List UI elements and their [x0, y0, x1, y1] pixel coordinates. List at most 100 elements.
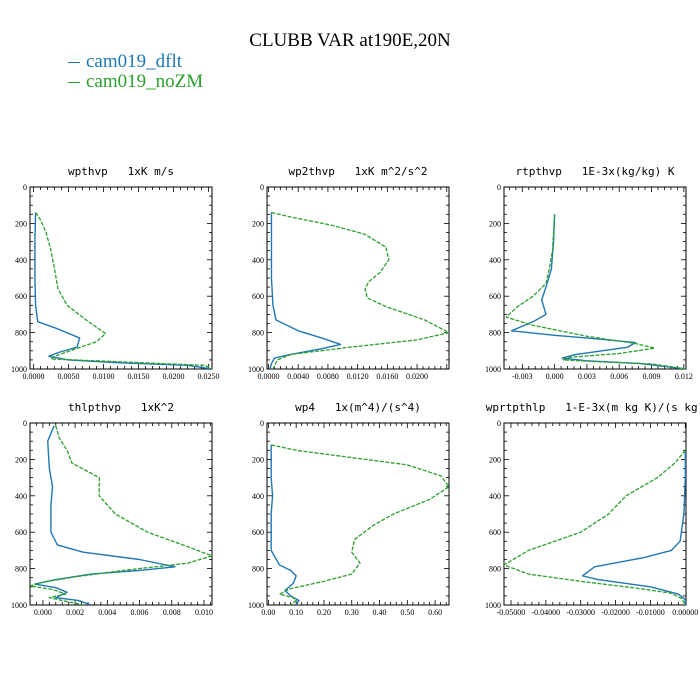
panel-frame — [503, 186, 687, 370]
x-tick-label: 0.0250 — [198, 372, 220, 381]
figure-title: CLUBB VAR at190E,20N — [249, 30, 451, 51]
x-tick-label: 0.004 — [98, 608, 116, 617]
x-tick-label: 0.0120 — [347, 372, 369, 381]
legend-label-nozm: cam019_noZM — [86, 71, 204, 92]
y-tick-label: 600 — [15, 528, 27, 537]
x-tick-label: 0.006 — [131, 608, 149, 617]
y-tick-label: 400 — [489, 256, 501, 265]
y-tick-label: 200 — [489, 455, 501, 464]
x-tick-label: 0.012 — [675, 372, 693, 381]
legend-entry-nozm: cam019_noZM — [68, 72, 203, 92]
panel-frame — [503, 422, 687, 606]
x-tick-label: 0.010 — [195, 608, 213, 617]
x-tick-label: 0.009 — [643, 372, 661, 381]
x-tick-label: 0.0100 — [93, 372, 115, 381]
y-tick-label: 400 — [15, 492, 27, 501]
x-tick-label: 0.20 — [317, 608, 331, 617]
series-line-nozm — [504, 449, 686, 605]
panel-6: wprtpthlp 1-E-3x(m kg K)/(s kg) 0 200 400 60… — [485, 401, 700, 617]
panel-frame — [266, 186, 450, 370]
y-tick-label: 600 — [252, 528, 264, 537]
y-tick-label: 0 — [23, 419, 27, 428]
series-line-nozm — [271, 211, 449, 369]
y-tick-label: 0 — [260, 419, 264, 428]
x-tick-label: -0.05000 — [497, 608, 526, 617]
legend-label-dflt: cam019_dflt — [86, 51, 183, 72]
x-tick-label: 0.40 — [373, 608, 387, 617]
x-tick-label: 0.002 — [66, 608, 84, 617]
x-tick-label: -0.03000 — [566, 608, 595, 617]
x-tick-label: -0.02000 — [601, 608, 630, 617]
legend-line-nozm-icon — [68, 82, 80, 84]
y-tick-label: 600 — [489, 528, 501, 537]
panel-title: wprtpthlp 1-E-3x(m kg K)/(s kg) — [486, 401, 700, 414]
y-tick-label: 800 — [489, 565, 501, 574]
x-tick-label: 0.008 — [163, 608, 181, 617]
x-tick-label: 0.000 — [34, 608, 52, 617]
series-line-dflt — [34, 425, 176, 605]
series-line-dflt — [270, 444, 300, 605]
y-tick-label: 800 — [489, 329, 501, 338]
legend-line-dflt-icon — [68, 62, 80, 64]
y-tick-label: 600 — [15, 292, 27, 301]
y-tick-label: 1000 — [11, 601, 27, 610]
x-tick-label: 0.0040 — [287, 372, 309, 381]
x-tick-label: 0.0000 — [23, 372, 45, 381]
series-line-nozm — [505, 214, 686, 369]
panel-2: wp2thvp 1xK m^2/s^2020040060080010000.00… — [248, 165, 450, 381]
x-tick-label: 0.00000 — [672, 608, 698, 617]
y-tick-label: 200 — [489, 219, 501, 228]
y-tick-label: 0 — [497, 183, 501, 192]
panel-frame — [29, 186, 213, 370]
x-tick-label: 0.30 — [345, 608, 359, 617]
x-tick-label: 0.0200 — [406, 372, 428, 381]
y-tick-label: 400 — [15, 256, 27, 265]
panel-title: rtpthvp 1E-3x(kg/kg) K — [516, 165, 675, 178]
y-tick-label: 200 — [15, 219, 27, 228]
x-tick-label: 0.10 — [289, 608, 303, 617]
y-tick-label: 1000 — [485, 365, 501, 374]
y-tick-label: 600 — [252, 292, 264, 301]
series-line-dflt — [269, 212, 342, 369]
y-tick-label: 200 — [252, 219, 264, 228]
x-tick-label: 0.00 — [261, 608, 275, 617]
panel-4: thlpthvp 1xK^2 0 200 400 600 800 1000 0.000 0.00… — [11, 401, 213, 617]
series-line-nozm — [271, 444, 449, 605]
y-tick-label: 1000 — [485, 601, 501, 610]
y-tick-label: 400 — [489, 492, 501, 501]
series-line-dflt — [581, 450, 686, 605]
x-tick-label: -0.01000 — [636, 608, 665, 617]
y-tick-label: 1000 — [248, 601, 264, 610]
x-tick-label: 0.0000 — [257, 372, 279, 381]
y-tick-label: 400 — [252, 492, 264, 501]
y-tick-label: 800 — [252, 329, 264, 338]
x-tick-label: -0.003 — [512, 372, 533, 381]
x-tick-label: 0.003 — [578, 372, 596, 381]
panel-title: wp4 1x(m^4)/(s^4) — [295, 401, 421, 414]
panel-3: rtpthvp 1E-3x(kg/kg) K 0 200 400 600 800 1000 -… — [485, 165, 693, 381]
legend-entry-dflt: cam019_dflt — [68, 52, 182, 72]
y-tick-label: 800 — [252, 565, 264, 574]
y-tick-label: 1000 — [11, 365, 27, 374]
y-tick-label: 800 — [15, 329, 27, 338]
y-tick-label: 1000 — [248, 365, 264, 374]
y-tick-label: 200 — [15, 455, 27, 464]
panel-title: thlpthvp 1xK^2 — [68, 401, 174, 414]
x-tick-label: 0.0150 — [128, 372, 150, 381]
y-tick-label: 800 — [15, 565, 27, 574]
x-tick-label: 0.000 — [546, 372, 564, 381]
y-tick-label: 0 — [23, 183, 27, 192]
y-tick-label: 200 — [252, 455, 264, 464]
panel-title: wpthvp 1xK m/s — [68, 165, 174, 178]
series-line-dflt — [34, 212, 212, 369]
x-tick-label: 0.006 — [610, 372, 628, 381]
x-tick-label: 0.0200 — [163, 372, 185, 381]
y-tick-label: 400 — [252, 256, 264, 265]
panel-frame — [29, 422, 213, 606]
series-line-nozm — [35, 212, 212, 369]
x-tick-label: 0.60 — [428, 608, 442, 617]
series-line-nozm — [30, 425, 212, 605]
